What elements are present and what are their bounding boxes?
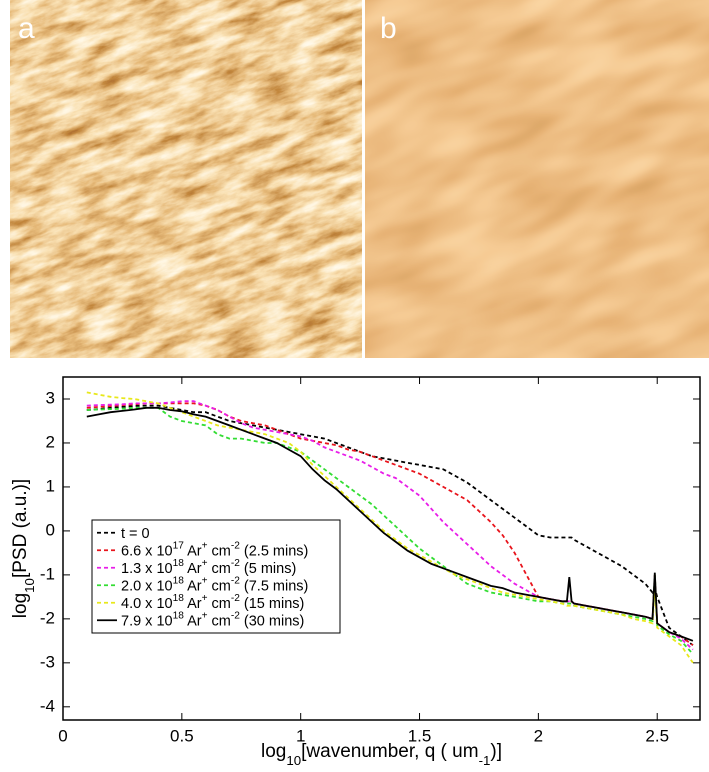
- label-text: Ar: [184, 613, 202, 629]
- label-text: log: [261, 741, 286, 762]
- label-text: 6.6 x 10: [121, 543, 173, 559]
- label-text: (15 mins): [240, 596, 304, 612]
- label-text: cm: [208, 543, 231, 559]
- script-text: +: [202, 610, 208, 621]
- script-text: 10: [22, 578, 37, 593]
- x-tick-label: 1: [296, 726, 305, 745]
- script-text: 18: [173, 558, 185, 569]
- afm-image-a: [10, 0, 362, 358]
- label-text: (5 mins): [240, 561, 296, 577]
- y-tick-label: 0: [46, 520, 55, 539]
- y-tick-label: -3: [40, 652, 55, 671]
- x-tick-label: 0.5: [170, 726, 194, 745]
- y-axis-label: log10[PSD (a.u.)]: [10, 479, 37, 618]
- script-text: +: [202, 558, 208, 569]
- y-tick-label: 3: [46, 388, 55, 407]
- legend-label: 7.9 x 1018 Ar+ cm-2 (30 mins): [121, 610, 304, 629]
- label-text: [wavenumber, q ( um: [301, 741, 478, 762]
- script-text: 17: [173, 540, 185, 551]
- afm-image-b: [365, 0, 709, 358]
- script-text: 18: [173, 575, 185, 586]
- plot-frame: [62, 376, 701, 721]
- script-text: +: [202, 575, 208, 586]
- series-line: [86, 391, 694, 664]
- legend-label: 2.0 x 1018 Ar+ cm-2 (7.5 mins): [121, 575, 308, 594]
- panel-label: b: [380, 12, 397, 45]
- legend: t = 06.6 x 1017 Ar+ cm-2 (2.5 mins)1.3 x…: [91, 519, 341, 634]
- legend-box: [91, 519, 341, 634]
- label-text: cm: [208, 561, 231, 577]
- script-text: -2: [231, 540, 240, 551]
- label-text: Ar: [184, 561, 202, 577]
- label-text: t = 0: [121, 526, 150, 542]
- label-text: log: [10, 593, 31, 618]
- script-text: +: [202, 593, 208, 604]
- label-text: 7.9 x 10: [121, 613, 173, 629]
- y-tick-label: 1: [46, 476, 55, 495]
- script-text: -2: [231, 610, 240, 621]
- label-text: cm: [208, 613, 231, 629]
- legend-label: 1.3 x 1018 Ar+ cm-2 (5 mins): [121, 558, 296, 577]
- script-text: -2: [231, 575, 240, 586]
- label-text: cm: [208, 596, 231, 612]
- y-tick-label: -1: [40, 564, 55, 583]
- y-tick-label: -2: [40, 608, 55, 627]
- x-tick-label: 2: [534, 726, 543, 745]
- script-text: 18: [173, 593, 185, 604]
- label-text: Ar: [184, 596, 202, 612]
- y-tick-label: 2: [46, 432, 55, 451]
- panel-label: a: [18, 12, 35, 45]
- script-text: 18: [173, 610, 185, 621]
- script-text: -2: [231, 558, 240, 569]
- x-tick-label: 2.5: [645, 726, 669, 745]
- script-text: +: [202, 540, 208, 551]
- label-text: [PSD (a.u.)]: [10, 479, 31, 578]
- label-text: )]: [490, 741, 502, 762]
- legend-label: t = 0: [121, 526, 150, 542]
- label-text: cm: [208, 578, 231, 594]
- legend-label: 4.0 x 1018 Ar+ cm-2 (15 mins): [121, 593, 304, 612]
- label-text: (2.5 mins): [240, 543, 309, 559]
- x-axis-label: log10[wavenumber, q ( um-1)]: [261, 741, 502, 768]
- script-text: 10: [286, 753, 301, 768]
- label-text: Ar: [184, 578, 202, 594]
- legend-label: 6.6 x 1017 Ar+ cm-2 (2.5 mins): [121, 540, 308, 559]
- label-text: (30 mins): [240, 613, 304, 629]
- label-text: (7.5 mins): [240, 578, 309, 594]
- script-text: -1: [479, 753, 491, 768]
- label-text: 2.0 x 10: [121, 578, 173, 594]
- x-tick-label: 1.5: [408, 726, 432, 745]
- script-text: -2: [231, 593, 240, 604]
- series-line: [86, 404, 694, 646]
- x-tick-label: 0: [58, 726, 67, 745]
- label-text: Ar: [184, 543, 202, 559]
- y-tick-label: -4: [40, 696, 55, 715]
- series-line: [86, 406, 694, 655]
- series-line: [86, 406, 694, 642]
- label-text: 1.3 x 10: [121, 561, 173, 577]
- label-text: 4.0 x 10: [121, 596, 173, 612]
